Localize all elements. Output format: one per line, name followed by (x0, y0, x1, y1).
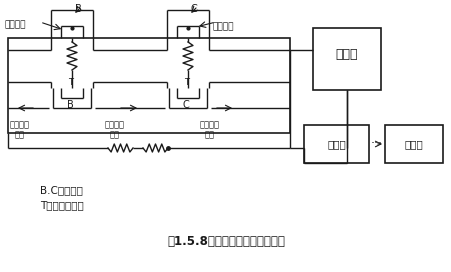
Text: T: T (184, 78, 189, 87)
Text: 図1.5.8　磁気風分析計の構成例: 図1.5.8 磁気風分析計の構成例 (167, 235, 284, 248)
Text: 試料ガス
出口: 試料ガス 出口 (199, 120, 220, 139)
Bar (304, 125, 368, 163)
Text: 測定セル: 測定セル (5, 20, 27, 29)
Text: B: B (75, 4, 82, 14)
Text: T　：熱線素子: T ：熱線素子 (40, 200, 83, 210)
Text: 試料ガス
入口: 試料ガス 入口 (105, 120, 125, 139)
Text: 試料ガス
出口: 試料ガス 出口 (10, 120, 30, 139)
Bar (8, 38, 290, 133)
Text: ···: ··· (370, 138, 382, 150)
Text: 増幅器: 増幅器 (404, 139, 423, 149)
Text: 電　源: 電 源 (335, 48, 358, 61)
Bar (312, 28, 380, 90)
Text: 比較セル: 比較セル (212, 22, 234, 31)
Text: B: B (67, 100, 74, 110)
Text: B.C：磁　石: B.C：磁 石 (40, 185, 83, 195)
Text: C: C (183, 100, 189, 110)
Bar (384, 125, 442, 163)
Text: C: C (191, 4, 198, 14)
Text: T: T (68, 78, 73, 87)
Text: 増幅器: 増幅器 (327, 139, 345, 149)
